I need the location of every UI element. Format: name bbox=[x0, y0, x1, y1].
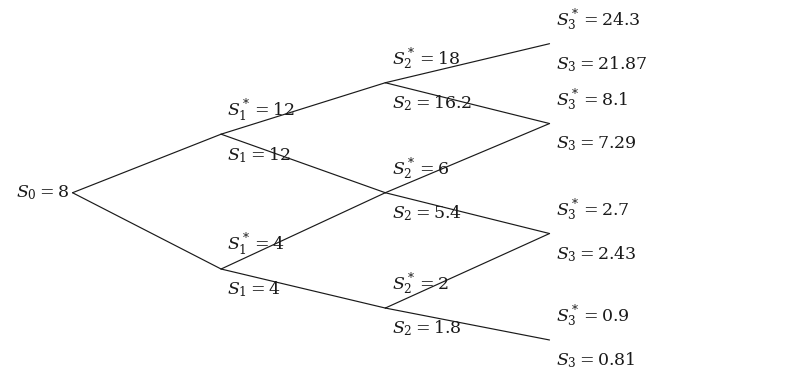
Text: $S_0 = 8$: $S_0 = 8$ bbox=[15, 183, 69, 202]
Text: $S_3 = 2.43$: $S_3 = 2.43$ bbox=[556, 244, 637, 264]
Text: $S_1 = 4$: $S_1 = 4$ bbox=[227, 280, 281, 299]
Text: $S_3 = 21.87$: $S_3 = 21.87$ bbox=[556, 54, 647, 74]
Text: $S_2^* = 18$: $S_2^* = 18$ bbox=[391, 46, 460, 72]
Text: $S_1^* = 4$: $S_1^* = 4$ bbox=[227, 232, 285, 259]
Text: $S_1^* = 12$: $S_1^* = 12$ bbox=[227, 98, 295, 124]
Text: $S_2 = 1.8$: $S_2 = 1.8$ bbox=[391, 319, 461, 338]
Text: $S_2 = 16.2$: $S_2 = 16.2$ bbox=[391, 93, 471, 113]
Text: $S_2^* = 2$: $S_2^* = 2$ bbox=[391, 272, 448, 297]
Text: $S_1 = 12$: $S_1 = 12$ bbox=[227, 145, 291, 164]
Text: $S_3^* = 0.9$: $S_3^* = 0.9$ bbox=[556, 304, 630, 329]
Text: $S_2^* = 6$: $S_2^* = 6$ bbox=[391, 156, 449, 182]
Text: $S_3^* = 24.3$: $S_3^* = 24.3$ bbox=[556, 7, 641, 33]
Text: $S_3^* = 2.7$: $S_3^* = 2.7$ bbox=[556, 197, 630, 223]
Text: $S_3 = 0.81$: $S_3 = 0.81$ bbox=[556, 351, 634, 370]
Text: $S_2 = 5.4$: $S_2 = 5.4$ bbox=[391, 203, 462, 223]
Text: $S_3^* = 8.1$: $S_3^* = 8.1$ bbox=[556, 87, 628, 113]
Text: $S_3 = 7.29$: $S_3 = 7.29$ bbox=[556, 134, 636, 153]
